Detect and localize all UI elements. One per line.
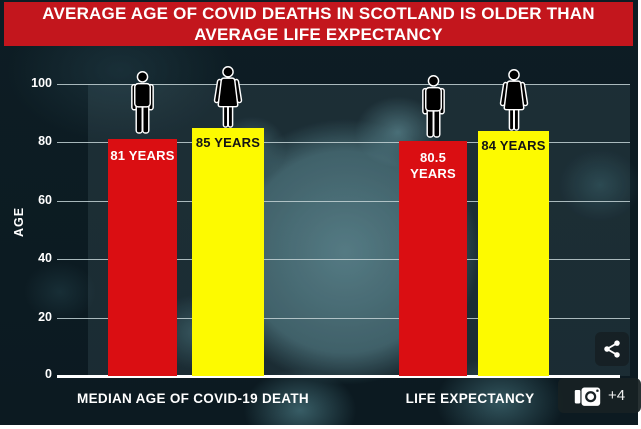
bar-value-label: 85 YEARS [195, 134, 261, 150]
y-axis-title: AGE [12, 206, 26, 238]
camera-icon [574, 387, 601, 406]
bar-covid-death-male: 81 YEARS [108, 139, 177, 376]
bar-life-expectancy-female: 84 YEARS [478, 130, 549, 376]
category-label-life-expectancy: LIFE EXPECTANCY [405, 391, 535, 406]
ytick-80: 80 [38, 134, 52, 148]
male-figure-icon [131, 71, 154, 134]
category-label-covid-death: MEDIAN AGE OF COVID-19 DEATH [77, 391, 309, 406]
share-icon [604, 340, 620, 358]
gridline-60 [57, 201, 630, 202]
ytick-20: 20 [38, 310, 52, 324]
photo-gallery-button[interactable]: +4 [558, 378, 641, 413]
title-banner: AVERAGE AGE OF COVID DEATHS IN SCOTLAND … [4, 2, 633, 46]
photo-count: +4 [607, 387, 626, 404]
ytick-60: 60 [38, 193, 52, 207]
share-button[interactable] [595, 332, 629, 366]
bar-covid-death-female: 85 YEARS [192, 127, 264, 376]
x-axis-line [57, 375, 620, 378]
gridline-80 [57, 142, 630, 143]
gridline-100 [57, 84, 630, 85]
bar-value-label: 80.5 YEARS [410, 149, 456, 181]
male-figure-icon [422, 75, 445, 138]
female-figure-icon [499, 69, 529, 131]
chart-title: AVERAGE AGE OF COVID DEATHS IN SCOTLAND … [42, 4, 595, 44]
bar-life-expectancy-male: 80.5 YEARS [399, 140, 467, 376]
gridline-20 [57, 318, 630, 319]
bar-value-label: 84 YEARS [481, 137, 546, 153]
gridline-40 [57, 259, 630, 260]
female-figure-icon [213, 66, 243, 128]
ytick-100: 100 [31, 76, 52, 90]
ytick-0: 0 [45, 367, 52, 381]
ytick-40: 40 [38, 251, 52, 265]
bar-value-label: 81 YEARS [110, 148, 175, 164]
